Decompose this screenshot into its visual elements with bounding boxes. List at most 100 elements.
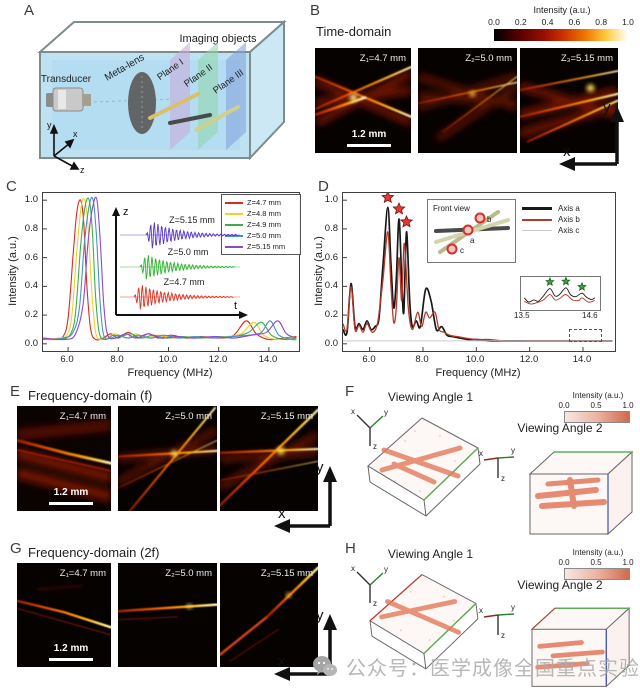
z1-label: Z₁=4.7 mm — [59, 568, 106, 579]
freq-domain-f-title: Frequency-domain (f) — [28, 388, 153, 403]
axis-x-label: x — [73, 129, 78, 139]
z2-label: Z₂=5.0 mm — [165, 411, 212, 422]
imaging-objects-label: Imaging objects — [179, 33, 257, 45]
xy-axes-e: y x — [274, 459, 337, 533]
heatmap-e1-svg — [17, 406, 111, 511]
c-ylabel: Intensity (a.u.) — [7, 236, 19, 306]
axis-y-label: y — [511, 446, 515, 455]
c-xtick: 12.0 — [208, 354, 228, 365]
heatmap-b1-svg — [315, 48, 411, 153]
z3-label: Z₃=5.15 mm — [260, 568, 313, 579]
axis-z-label: z — [501, 631, 505, 639]
f-triad-2: x y z — [479, 446, 515, 482]
z1-label: Z₁=4.7 mm — [359, 53, 406, 64]
panel-letter-f: F — [345, 383, 355, 400]
d-ytick: 0.0 — [324, 338, 338, 349]
colorbar-h-ticks: 0.0 0.5 1.0 — [558, 558, 634, 567]
f-view1-title: Viewing Angle 1 — [387, 390, 474, 404]
c-ytick: 1.0 — [24, 194, 38, 205]
axes-triad-a — [49, 123, 80, 170]
c-ytick: 0.0 — [24, 338, 38, 349]
colorbar-b-gradient — [494, 29, 628, 41]
f-volume-2 — [528, 450, 634, 536]
z3-label: Z₃=5.15 mm — [260, 411, 313, 422]
d-zoom-inset — [520, 276, 601, 311]
heatmap-e2: Z₂=5.0 mm — [118, 406, 217, 511]
axis-x-label: x — [351, 407, 355, 416]
d-ytick: 1.0 — [324, 194, 338, 205]
d-xlabel: Frequency (MHz) — [435, 367, 521, 379]
front-view-title: Front view — [433, 204, 470, 213]
d-ytick: 0.2 — [324, 309, 338, 320]
c-ytick: 0.4 — [24, 280, 38, 291]
watermark-text: 公众号：医学成像全国重点实验室 — [346, 658, 640, 680]
inset-tick-right: 14.6 — [582, 311, 598, 320]
axis-y-label: y — [384, 565, 388, 574]
axis-z-label: z — [501, 474, 505, 482]
transducer-graphic — [46, 87, 91, 112]
heatmap-e3: Z₃=5.15 mm — [220, 406, 318, 511]
point-a-marker — [462, 224, 474, 236]
point-b-label: b — [487, 215, 492, 224]
f-volume-1 — [367, 417, 481, 517]
c-xtick: 6.0 — [60, 354, 74, 365]
watermark: 公众号：医学成像全国重点实验室 — [312, 652, 640, 681]
panel-letter-b: B — [310, 2, 321, 19]
plane-2-graphic — [198, 42, 218, 150]
heatmap-g1-svg — [17, 563, 111, 667]
point-a-label: a — [470, 236, 475, 245]
d-xtick: 12.0 — [519, 354, 539, 365]
scale-bar: 1.2 mm — [43, 638, 99, 661]
inset-tick-left: 13.5 — [514, 311, 530, 320]
h-view2-title: Viewing Angle 2 — [517, 578, 603, 592]
axis-x-label: x — [563, 143, 571, 160]
c-ytick: 0.8 — [24, 223, 38, 234]
inset-z-label: z — [123, 206, 129, 218]
burst-label-2: Z=5.0 mm — [168, 247, 209, 257]
f-view2-title: Viewing Angle 2 — [517, 421, 603, 435]
h-triad-2: x y z — [479, 603, 515, 639]
freq-domain-2f-title: Frequency-domain (2f) — [28, 545, 160, 560]
colorbar-f-title: Intensity (a.u.) — [572, 391, 624, 400]
d-ytick: 0.8 — [324, 223, 338, 234]
transducer-label: Transducer — [41, 74, 92, 85]
c-ytick: 0.6 — [24, 252, 38, 263]
inset-t-label: t — [234, 300, 237, 312]
panel-letter-a: A — [24, 2, 35, 19]
scale-bar: 1.2 mm — [341, 124, 397, 147]
d-ytick: 0.6 — [324, 252, 338, 263]
d-xtick: 8.0 — [415, 354, 429, 365]
rod-1 — [148, 92, 200, 120]
legend-item: Z=4.7 mm — [225, 197, 297, 208]
axis-y-label: y — [603, 99, 611, 116]
xy-axes-b: y x — [559, 99, 624, 171]
c-legend: Z=4.7 mm Z=4.8 mm Z=4.9 mm Z=5.0 mm Z=5.… — [221, 194, 301, 255]
heatmap-b3: Z₃=5.15 mm — [520, 48, 618, 153]
z3-label: Z₃=5.15 mm — [560, 53, 613, 64]
axis-z-label: z — [373, 599, 377, 607]
scale-bar: 1.2 mm — [43, 482, 99, 505]
panel-letter-d: D — [318, 178, 329, 195]
beam-line — [93, 98, 173, 103]
colorbar-h-gradient — [564, 568, 630, 580]
heatmap-b1: Z₁=4.7 mm 1.2 mm — [315, 48, 411, 153]
front-view-svg: Front view b a c — [433, 204, 510, 255]
panel-letter-g: G — [10, 540, 22, 557]
axis-x-label: x — [278, 653, 286, 670]
axis-y-label: y — [511, 603, 515, 612]
heatmap-e2-svg — [118, 406, 217, 511]
d-xtick: 6.0 — [362, 354, 376, 365]
point-c-label: c — [460, 246, 464, 255]
panel-letter-h: H — [345, 540, 356, 557]
heatmap-g2: Z₂=5.0 mm — [118, 563, 217, 667]
d-ytick: 0.4 — [324, 280, 338, 291]
rod-2 — [168, 113, 212, 125]
axis-x-label: x — [479, 449, 483, 458]
c-xtick: 14.0 — [258, 354, 278, 365]
point-b-marker — [474, 212, 486, 224]
axis-x-label: x — [479, 606, 483, 615]
d-xtick: 10.0 — [465, 354, 485, 365]
colorbar-f-ticks: 0.0 0.5 1.0 — [558, 401, 634, 410]
axis-y-label: y — [384, 408, 388, 417]
